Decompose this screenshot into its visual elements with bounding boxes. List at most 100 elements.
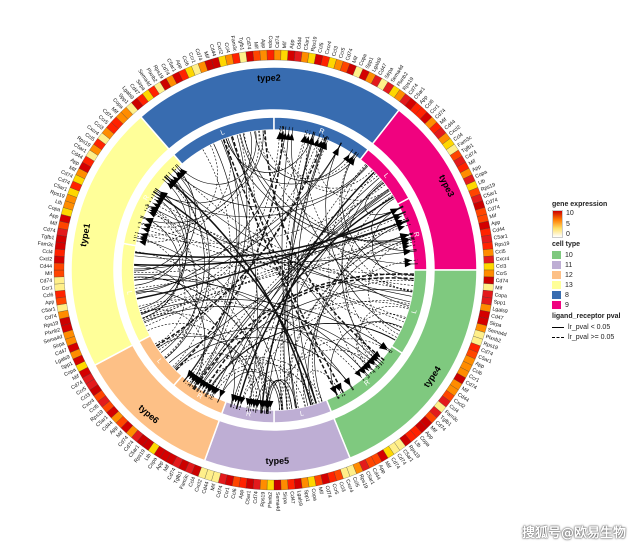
chord-dashed <box>143 233 414 321</box>
watermark: 搜狐号@欧易生物 <box>521 526 626 541</box>
gene-label: Ltb <box>54 199 63 207</box>
gene-label: Cd74 <box>57 176 71 186</box>
gene-label: Fam3c <box>179 473 191 490</box>
gene-label: Mif <box>202 51 210 60</box>
gene-label: Cd74 <box>167 467 178 481</box>
chord-strong <box>201 277 414 396</box>
chord-arrowhead <box>232 394 238 402</box>
chord-dashed <box>187 183 385 386</box>
heatmap-cell <box>483 276 495 285</box>
chord-solid <box>134 178 189 286</box>
gene-label: Ccl3 <box>331 45 340 57</box>
chord-solid <box>133 236 284 410</box>
gene-label: Mif <box>489 213 498 221</box>
chord-arrowhead <box>303 136 310 144</box>
heatmap-cell <box>280 49 289 61</box>
chord-dashed <box>157 126 281 349</box>
sector-label: type1 <box>78 223 92 248</box>
chord-dashed <box>238 279 414 410</box>
gene-label: Cxcr4 <box>344 479 354 494</box>
chord-dashed <box>296 259 418 408</box>
chord-solid <box>296 136 328 404</box>
gene-label: App <box>260 39 266 49</box>
chord-solid <box>165 168 210 359</box>
gene-label: Tgfb1 <box>237 37 245 51</box>
gene-label: Mif <box>383 460 392 469</box>
gene-label: Cd44 <box>40 264 53 270</box>
gene-label: Ccl6 <box>231 488 239 499</box>
chord-arrowhead <box>361 363 369 371</box>
chord-dashed <box>149 196 397 338</box>
heatmap-cell <box>280 479 289 491</box>
solid-line-icon <box>552 326 564 328</box>
gene-label: Sema4d <box>274 492 280 512</box>
chord-solid <box>283 135 328 410</box>
gene-label: Ccr1 <box>223 487 231 499</box>
chord-solid <box>135 291 235 408</box>
gene-label: Plxnb2 <box>268 492 274 508</box>
gene-label: Mif <box>439 116 449 125</box>
heatmap-cell <box>482 248 494 257</box>
cell-type-swatch <box>552 281 561 289</box>
chord-arrowhead <box>249 398 256 407</box>
chord-dashed <box>140 309 204 389</box>
gene-label: Mif <box>317 487 324 496</box>
chord-dashed <box>158 134 325 351</box>
chord-dashed <box>192 134 250 390</box>
chord-dashed <box>205 301 410 398</box>
chord-solid <box>325 142 401 332</box>
gene-label: Ccl4 <box>42 249 53 256</box>
chord-arrowhead <box>160 191 168 199</box>
gene-label: App <box>238 489 245 499</box>
gene-label: Ccl4 <box>223 42 231 54</box>
gene-label: Copa <box>474 169 488 180</box>
chord-arrowhead <box>176 172 184 180</box>
gene-label: Cd47 <box>54 348 68 358</box>
chord-strong <box>156 135 327 347</box>
legend-pval-title: ligand_receptor pval <box>552 313 621 320</box>
gene-label: Copa <box>267 36 273 49</box>
lr-label: L <box>220 129 226 137</box>
gene-label: Cd74 <box>395 453 407 467</box>
heatmap-cell <box>252 478 261 490</box>
chord-arrowhead <box>179 169 187 177</box>
heatmap-cell <box>53 269 65 278</box>
gene-label: Cd74 <box>60 169 74 180</box>
chord-dashed <box>259 130 416 245</box>
chord-dashed <box>328 164 370 379</box>
heatmap-cell <box>483 262 495 271</box>
chord-solid <box>291 127 410 307</box>
chord-arrowhead <box>169 180 177 188</box>
gene-label: Cd74 <box>324 485 333 499</box>
cell-type-label: 10 <box>565 251 573 259</box>
gene-label: Ccl6 <box>180 55 190 67</box>
gene-label: Lgals9 <box>492 306 508 315</box>
gradient-tick: 0 <box>566 231 570 238</box>
chord-arrowhead <box>213 386 219 394</box>
chord-solid <box>134 142 342 270</box>
legend-gene-expression-gradient: 10 5 0 <box>552 210 640 238</box>
chord-solid <box>314 220 410 402</box>
gene-label: Cd74 <box>253 491 260 504</box>
lr-label: R <box>412 231 420 238</box>
gene-label: App <box>491 220 501 228</box>
gene-label: Cd44 <box>296 37 303 50</box>
heatmap-cell <box>55 296 67 306</box>
gene-label: Ccl4 <box>452 132 464 143</box>
chord-dashed <box>135 219 410 289</box>
gene-label: Cd47 <box>378 63 389 77</box>
chord-arrowhead <box>363 361 371 369</box>
chord-dashed <box>253 163 366 413</box>
chord-solid <box>341 151 414 276</box>
heatmap-cell <box>287 50 296 62</box>
pval-label: lr_pval >= 0.05 <box>568 333 615 341</box>
gene-label: App <box>69 157 80 167</box>
gene-label: App <box>155 460 165 471</box>
lr-label: L <box>125 290 133 295</box>
heatmap-cell <box>266 49 275 61</box>
circos-plot: Cd74 Mif App Cd44 C5ar1 Rps19Ccl5Cxcr4Ccl3Ccr… <box>37 35 510 512</box>
gene-label: Ccl5 <box>84 132 96 143</box>
chord-arrowhead <box>368 356 376 364</box>
gradient-tick: 10 <box>566 210 574 217</box>
gene-label: Ccl3 <box>93 120 105 131</box>
